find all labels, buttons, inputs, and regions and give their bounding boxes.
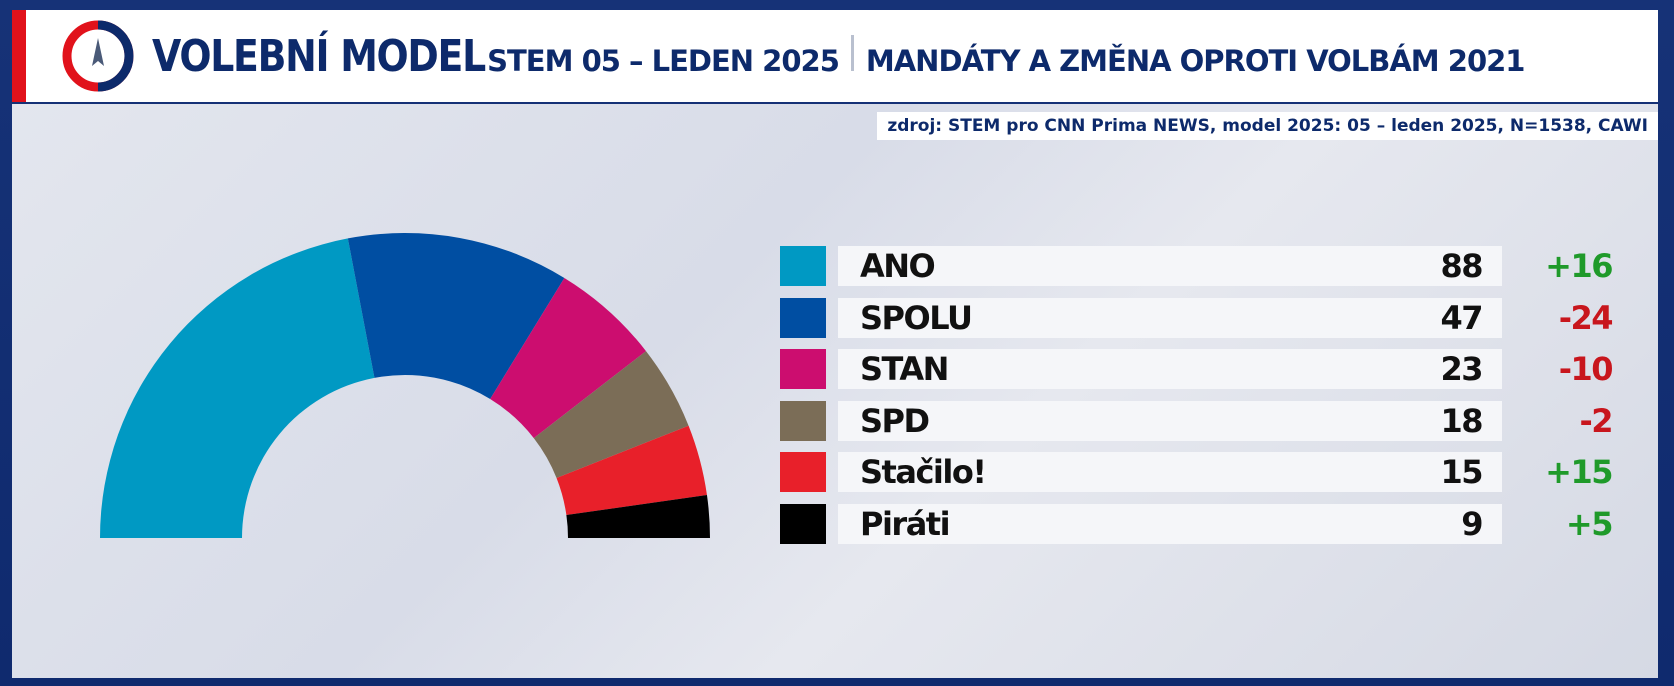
legend-row: ANO 88 +16 — [780, 246, 1620, 286]
legend-swatch — [780, 246, 826, 286]
party-name: ANO — [860, 247, 936, 285]
seat-count: 47 — [1440, 298, 1483, 337]
legend-row: STAN 23 -10 — [780, 349, 1620, 389]
seat-count: 88 — [1440, 247, 1483, 285]
title-row: VOLEBNÍ MODEL STEM 05 – LEDEN 2025 MANDÁT… — [152, 24, 1526, 88]
arc-segment-sta-ilo — [556, 425, 707, 516]
legend-swatch — [780, 297, 826, 338]
seat-count: 18 — [1440, 401, 1483, 440]
arc-segment-pir-ti — [566, 495, 710, 538]
arc-segment-spd — [533, 351, 689, 478]
legend-swatch — [780, 452, 826, 492]
title-separator — [850, 34, 854, 71]
legend-swatch — [780, 400, 826, 441]
half-donut-group — [100, 233, 710, 538]
legend-label-box: SPOLU 47 — [838, 297, 1502, 338]
logo-icon — [62, 20, 134, 92]
legend-label-box: Stačilo! 15 — [838, 452, 1502, 492]
header-bar: VOLEBNÍ MODEL STEM 05 – LEDEN 2025 MANDÁT… — [12, 10, 1658, 102]
page-subtitle: STEM 05 – LEDEN 2025 MANDÁTY A ZMĚNA OPRO… — [487, 34, 1526, 78]
page-title: VOLEBNÍ MODEL — [152, 30, 486, 82]
seat-count: 15 — [1440, 453, 1483, 491]
legend-label-box: ANO 88 — [838, 246, 1502, 286]
subtitle-description: MANDÁTY A ZMĚNA OPROTI VOLBÁM 2021 — [865, 43, 1526, 78]
arc-segment-spolu — [347, 233, 565, 400]
party-name: STAN — [860, 350, 949, 388]
party-name: SPD — [860, 401, 930, 440]
arc-segment-stan — [490, 277, 646, 439]
seat-change: +5 — [1565, 504, 1614, 543]
seat-change: -2 — [1579, 401, 1613, 440]
seat-change: -10 — [1558, 350, 1614, 388]
seat-count: 23 — [1440, 350, 1483, 388]
party-name: Piráti — [860, 504, 951, 543]
legend-swatch — [780, 349, 826, 389]
legend-label-box: STAN 23 — [838, 349, 1502, 389]
party-name: Stačilo! — [860, 453, 987, 491]
subtitle-poll: STEM 05 – LEDEN 2025 — [487, 43, 840, 78]
source-note: zdroj: STEM pro CNN Prima NEWS, model 20… — [877, 112, 1658, 140]
seat-change: +16 — [1545, 247, 1613, 285]
legend-row: SPOLU 47 -24 — [780, 297, 1620, 338]
legend-row: SPD 18 -2 — [780, 400, 1620, 441]
legend-label-box: SPD 18 — [838, 400, 1502, 441]
seat-change: +15 — [1545, 453, 1613, 491]
party-name: SPOLU — [860, 298, 973, 337]
arc-segment-ano — [100, 238, 375, 538]
legend-row: Stačilo! 15 +15 — [780, 452, 1620, 492]
seat-count: 9 — [1461, 504, 1483, 543]
legend-swatch — [780, 503, 826, 544]
legend-row: Piráti 9 +5 — [780, 503, 1620, 544]
legend-label-box: Piráti 9 — [838, 503, 1502, 544]
seat-change: -24 — [1558, 298, 1614, 337]
